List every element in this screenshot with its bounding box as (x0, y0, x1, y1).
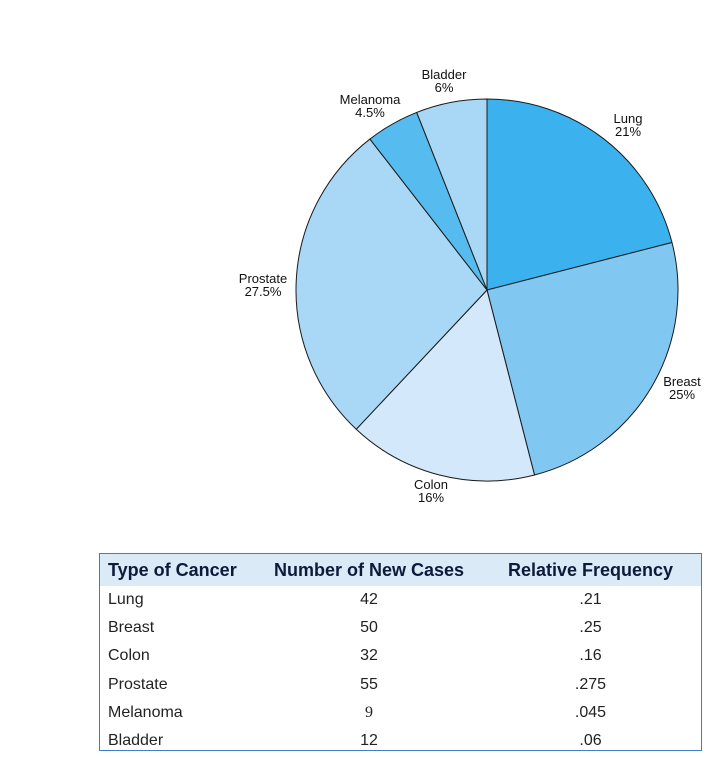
pie-chart: Lung 21% Breast 25% Colon 16% Prostate 27.5% Mel… (239, 67, 701, 505)
slice-label-colon: Colon 16% (414, 477, 448, 505)
cell-type: Colon (108, 647, 150, 665)
cell-relative-frequency: .06 (579, 732, 602, 750)
header-relative-frequency: Relative Frequency (480, 554, 701, 586)
cell-relative-frequency: .21 (579, 591, 602, 609)
cell-type: Prostate (108, 675, 168, 693)
cell-type: Bladder (108, 732, 164, 750)
table-row: Melanoma 9 .045 (100, 699, 701, 727)
header-number-of-new-cases: Number of New Cases (258, 554, 480, 586)
cell-relative-frequency: .25 (579, 619, 602, 637)
cell-new-cases: 32 (360, 647, 378, 665)
slice-label-breast: Breast 25% (663, 374, 701, 402)
pie-slice-colon (355, 288, 536, 482)
table-row: Lung 42 .21 (100, 586, 701, 614)
cell-relative-frequency: .045 (574, 703, 607, 721)
cell-relative-frequency: .16 (579, 647, 602, 665)
slice-label-melanoma: Melanoma 4.5% (340, 92, 401, 120)
cell-new-cases: 55 (360, 675, 378, 693)
header-type-of-cancer: Type of Cancer (100, 554, 258, 586)
cell-relative-frequency: .275 (574, 675, 607, 693)
slice-label-lung: Lung 21% (614, 111, 643, 139)
cell-new-cases: 12 (360, 732, 378, 750)
pie-slice-breast (486, 241, 679, 476)
table-row: Bladder 12 .06 (100, 727, 701, 755)
pie-slice-prostate (295, 138, 488, 430)
table-header-row: Type of Cancer Number of New Cases Relat… (100, 554, 701, 586)
slice-label-prostate: Prostate 27.5% (239, 271, 287, 299)
slice-label-bladder: Bladder 6% (422, 67, 467, 95)
pie-slice-lung (486, 98, 673, 291)
table-row: Prostate 55 .275 (100, 671, 701, 699)
table-row: Colon 32 .16 (100, 642, 701, 670)
cell-type: Breast (108, 619, 155, 637)
cell-new-cases: 42 (360, 591, 378, 609)
cell-type: Lung (108, 591, 144, 609)
cell-new-cases: 50 (360, 619, 378, 637)
cell-new-cases: 9 (365, 703, 373, 721)
cell-type: Melanoma (108, 703, 183, 721)
pie-slice-bladder (416, 98, 488, 291)
table-row: Breast 50 .25 (100, 614, 701, 642)
data-table: Type of Cancer Number of New Cases Relat… (99, 553, 702, 751)
